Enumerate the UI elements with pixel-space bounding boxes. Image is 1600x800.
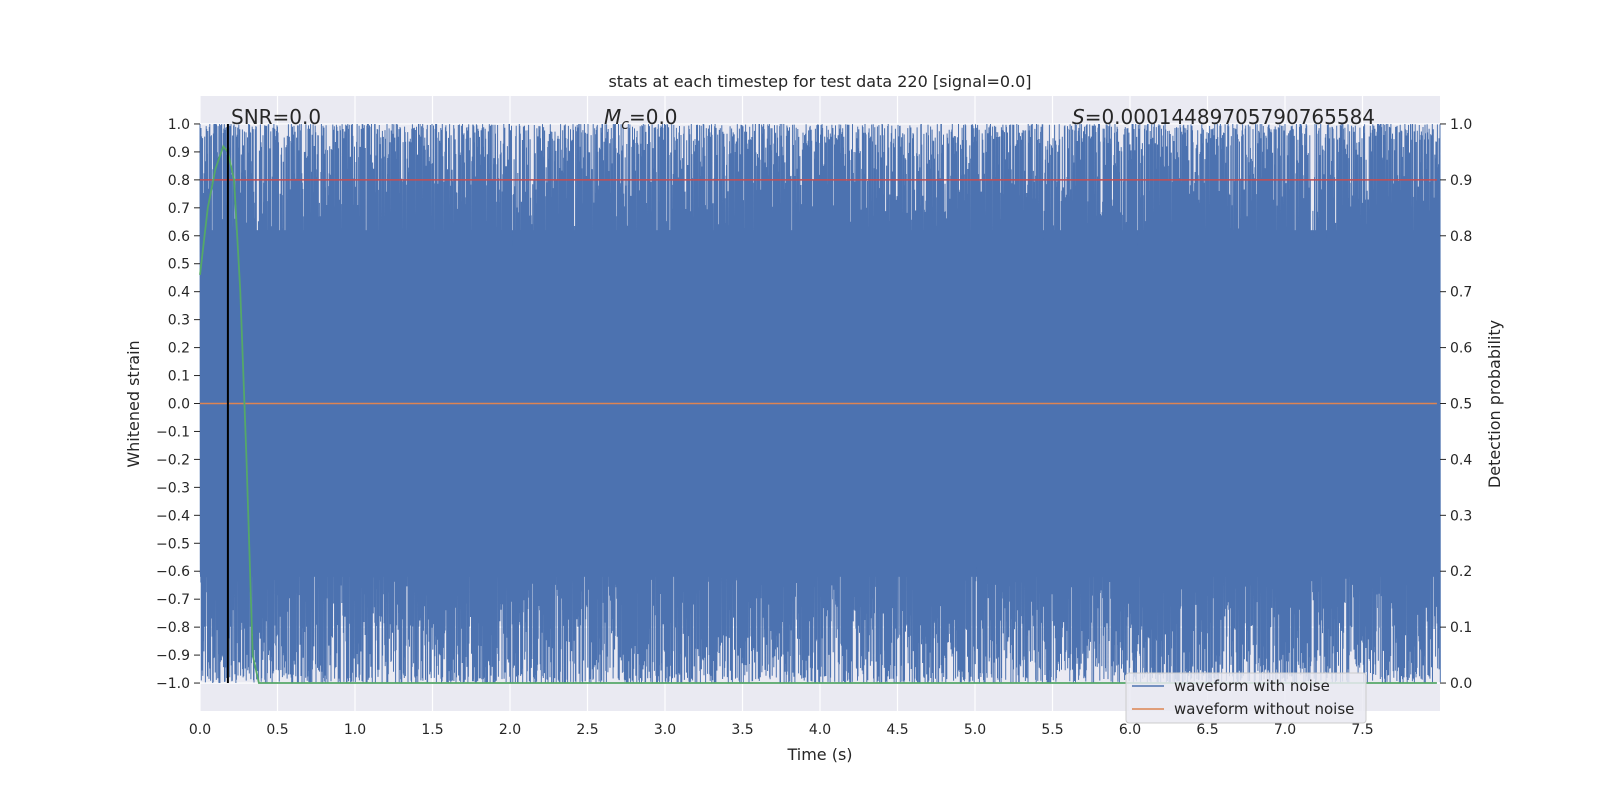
x-axis-title: Time (s) <box>786 745 852 764</box>
x-tick-label-1: 0.5 <box>266 722 288 738</box>
y-left-tick-label-1: 0.9 <box>168 145 190 161</box>
y-left-tick-label-13: −0.3 <box>156 480 190 496</box>
y-left-tick-label-9: 0.1 <box>168 369 190 385</box>
chirp-mass-symbol: M <box>604 105 621 129</box>
y-axis-right-title: Detection probability <box>1485 320 1504 488</box>
series-lines <box>199 123 1437 684</box>
x-tick-label-10: 5.0 <box>964 722 986 738</box>
legend-box <box>1125 672 1367 724</box>
x-tick-label-15: 7.5 <box>1351 722 1373 738</box>
y-right-tick-label-1: 0.9 <box>1450 173 1472 189</box>
legend: waveform with noise waveform without noi… <box>1125 672 1367 724</box>
y-right-tick-label-4: 0.6 <box>1450 341 1472 357</box>
y-left-tick-label-19: −0.9 <box>156 648 190 664</box>
y-right-tick-label-7: 0.3 <box>1450 508 1472 524</box>
y-right-tick-label-0: 1.0 <box>1450 117 1472 133</box>
y-left-tick-label-10: 0.0 <box>168 397 190 413</box>
x-tick-label-2: 1.0 <box>344 722 366 738</box>
y-left-tick-label-4: 0.6 <box>168 229 190 245</box>
y-left-tick-label-16: −0.6 <box>156 564 190 580</box>
chirp-mass-annotation: Mc=0.0 <box>604 105 678 133</box>
x-tick-label-13: 6.5 <box>1196 722 1218 738</box>
y-axis-left-title: Whitened strain <box>124 340 143 467</box>
y-left-tick-label-8: 0.2 <box>168 341 190 357</box>
x-tick-label-7: 3.5 <box>731 722 753 738</box>
x-tick-label-14: 7.0 <box>1274 722 1296 738</box>
score-annotation: S=0.00014489705790765584 <box>1072 105 1375 129</box>
x-tick-label-3: 1.5 <box>421 722 443 738</box>
y-left-tick-label-3: 0.7 <box>168 201 190 217</box>
y-left-tick-label-0: 1.0 <box>168 117 190 133</box>
x-tick-label-11: 5.5 <box>1041 722 1063 738</box>
x-tick-label-5: 2.5 <box>576 722 598 738</box>
chirp-mass-subscript: c <box>621 117 629 133</box>
y-left-tick-label-7: 0.3 <box>168 313 190 329</box>
legend-label-with-noise: waveform with noise <box>1174 677 1330 695</box>
y-right-tick-label-8: 0.2 <box>1450 564 1472 580</box>
y-left-tick-label-17: −0.7 <box>156 592 190 608</box>
chart-title: stats at each timestep for test data 220… <box>608 72 1031 91</box>
x-tick-label-6: 3.0 <box>654 722 676 738</box>
y-right-tick-label-2: 0.8 <box>1450 229 1472 245</box>
snr-annotation: SNR=0.0 <box>231 105 321 129</box>
y-right-tick-label-9: 0.1 <box>1450 620 1472 636</box>
y-right-tick-label-6: 0.4 <box>1450 452 1472 468</box>
y-axis-right-ticks: 1.0 0.9 0.8 0.7 0.6 0.5 0.4 0.3 0.2 0.1 0.0 <box>1440 117 1472 692</box>
x-tick-label-4: 2.0 <box>499 722 521 738</box>
x-tick-label-9: 4.5 <box>886 722 908 738</box>
y-right-tick-label-5: 0.5 <box>1450 397 1472 413</box>
y-right-tick-label-3: 0.7 <box>1450 285 1472 301</box>
y-left-tick-label-15: −0.5 <box>156 536 190 552</box>
y-left-tick-label-12: −0.2 <box>156 452 190 468</box>
y-right-tick-label-10: 0.0 <box>1450 676 1472 692</box>
x-tick-label-12: 6.0 <box>1119 722 1141 738</box>
y-left-tick-label-2: 0.8 <box>168 173 190 189</box>
chirp-mass-value: =0.0 <box>629 105 678 129</box>
y-axis-left-ticks: 1.0 0.9 0.8 0.7 0.6 0.5 0.4 0.3 0.2 0.1 0.0 −0.1 −0.… <box>156 117 200 692</box>
y-left-tick-label-5: 0.5 <box>168 257 190 273</box>
y-left-tick-label-20: −1.0 <box>156 676 190 692</box>
y-left-tick-label-14: −0.4 <box>156 508 190 524</box>
legend-label-without-noise: waveform without noise <box>1174 700 1354 718</box>
x-tick-label-0: 0.0 <box>189 722 211 738</box>
y-left-tick-label-18: −0.8 <box>156 620 190 636</box>
score-symbol: S <box>1072 105 1085 129</box>
score-value: =0.00014489705790765584 <box>1085 105 1375 129</box>
x-tick-label-8: 4.0 <box>809 722 831 738</box>
x-axis-ticks: 0.0 0.5 1.0 1.5 2.0 2.5 3.0 3.5 4.0 4.5 5.0 5.5 6.0 6… <box>189 722 1374 738</box>
y-left-tick-label-6: 0.4 <box>168 285 190 301</box>
series-detection-probability <box>199 144 1437 684</box>
noise-envelope <box>199 123 1441 684</box>
y-left-tick-label-11: −0.1 <box>156 424 190 440</box>
